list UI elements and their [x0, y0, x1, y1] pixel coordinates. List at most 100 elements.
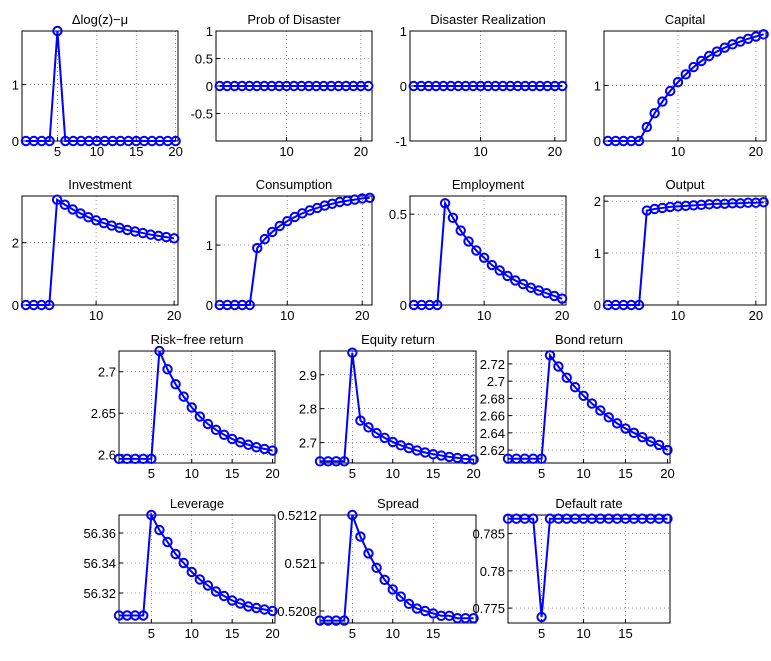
- marker: [620, 423, 631, 434]
- x-tick-label: 20: [168, 144, 182, 159]
- marker: [339, 615, 350, 626]
- marker: [569, 381, 581, 393]
- axes-frame: [603, 30, 767, 142]
- marker: [363, 80, 374, 92]
- y-tick-label: 0: [400, 79, 407, 94]
- marker: [364, 192, 375, 203]
- subplot-title: Output: [665, 177, 704, 192]
- y-tick-label: -1: [395, 134, 407, 149]
- axes-background: [216, 196, 372, 305]
- subplot-title: Δlog(z)−μ: [72, 12, 128, 27]
- x-tick-label: 15: [225, 626, 239, 641]
- x-tick-label: 15: [426, 626, 440, 641]
- x-tick-label: 5: [148, 466, 155, 481]
- x-tick-label: 20: [749, 144, 763, 159]
- subplot: 0 1 10 20 Consumption: [206, 177, 375, 323]
- marker: [379, 574, 390, 585]
- marker: [371, 562, 382, 573]
- marker: [52, 25, 63, 37]
- subplot-title: Risk−free return: [151, 332, 244, 347]
- marker: [210, 586, 222, 597]
- subplot: 56.32 56.34 56.36 5 10 15 20 Leverage: [83, 496, 279, 641]
- x-tick-label: 10: [185, 466, 199, 481]
- marker: [395, 591, 407, 602]
- marker: [611, 418, 623, 429]
- x-tick-label: 10: [386, 626, 400, 641]
- y-tick-label: 0.5: [195, 52, 213, 67]
- y-tick-label: 0.5212: [277, 508, 317, 523]
- marker: [680, 69, 691, 80]
- x-tick-label: 15: [618, 626, 632, 641]
- marker: [355, 531, 366, 542]
- x-tick-label: 20: [548, 144, 562, 159]
- marker: [595, 405, 606, 416]
- x-tick-label: 10: [90, 144, 104, 159]
- subplot: 0 2 10 20 Investment: [12, 177, 182, 323]
- axes-frame: [215, 195, 373, 306]
- marker: [586, 398, 598, 409]
- marker: [561, 372, 572, 383]
- axes-frame: [507, 350, 671, 464]
- subplot-title: Prob of Disaster: [247, 12, 341, 27]
- series-line: [119, 350, 273, 460]
- marker: [267, 605, 278, 617]
- subplot: 2.7 2.8 2.9 5 10 15 20 Equity return: [299, 332, 481, 481]
- axes-frame: [118, 514, 276, 624]
- y-tick-label: 2.9: [299, 368, 317, 383]
- y-tick-label: 2.8: [299, 402, 317, 417]
- y-tick-label: 2.64: [480, 426, 505, 441]
- marker: [202, 580, 214, 591]
- marker: [649, 108, 660, 119]
- subplot-title: Consumption: [256, 177, 333, 192]
- subplot: 2.6 2.65 2.7 5 10 15 20 Risk−free return: [91, 332, 280, 481]
- marker: [44, 135, 55, 147]
- marker: [527, 513, 539, 524]
- x-tick-label: 20: [749, 308, 763, 323]
- marker: [578, 390, 589, 401]
- marker: [178, 391, 189, 402]
- axes-background: [320, 515, 476, 623]
- x-tick-label: 20: [355, 308, 369, 323]
- x-tick-label: 10: [576, 466, 590, 481]
- x-tick-label: 20: [354, 144, 368, 159]
- y-tick-label: 2: [594, 194, 601, 209]
- subplot: 0 1 2 10 20 Output: [594, 177, 769, 323]
- x-tick-label: 5: [538, 626, 545, 641]
- axes-background: [604, 196, 766, 305]
- marker: [641, 121, 653, 133]
- axes-frame: [21, 195, 179, 306]
- x-tick-label: 5: [538, 466, 545, 481]
- marker: [51, 194, 63, 205]
- x-tick-label: 20: [167, 308, 181, 323]
- marker: [218, 429, 230, 440]
- y-tick-label: 1: [206, 238, 213, 253]
- y-tick-label: 0.5: [389, 207, 407, 222]
- y-tick-label: 2.7: [299, 436, 317, 451]
- y-tick-label: 2.7: [487, 374, 505, 389]
- marker: [439, 198, 451, 209]
- y-tick-label: 2.66: [480, 409, 505, 424]
- marker: [447, 212, 459, 224]
- y-tick-label: 0: [206, 298, 213, 313]
- marker: [633, 299, 645, 311]
- y-tick-label: 2.68: [480, 391, 505, 406]
- marker: [637, 431, 648, 443]
- marker: [603, 412, 614, 423]
- y-tick-label: 56.32: [83, 586, 116, 601]
- marker: [463, 236, 474, 247]
- marker: [146, 509, 157, 521]
- marker: [653, 439, 665, 451]
- y-tick-label: 0.78: [480, 564, 505, 579]
- marker: [44, 299, 55, 311]
- y-tick-label: 2.62: [480, 443, 505, 458]
- marker: [202, 418, 214, 430]
- subplot-title: Leverage: [170, 496, 224, 511]
- marker: [688, 61, 699, 73]
- y-tick-label: 0.785: [472, 527, 505, 542]
- marker: [170, 378, 181, 390]
- subplot-title: Equity return: [361, 332, 435, 347]
- x-tick-label: 5: [54, 144, 61, 159]
